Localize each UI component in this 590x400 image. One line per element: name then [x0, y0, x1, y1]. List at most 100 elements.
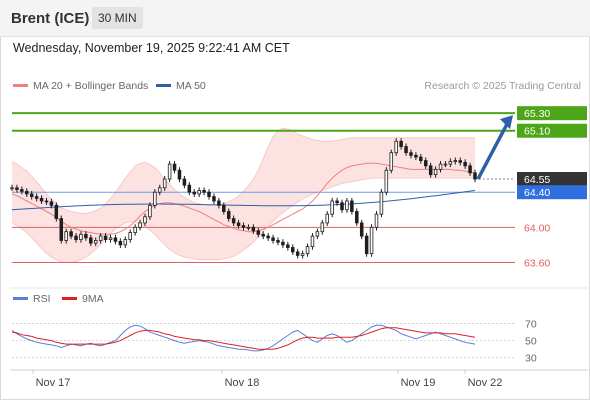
legend-9ma-swatch — [62, 296, 77, 300]
candle-body — [162, 178, 167, 189]
level-label-box — [517, 172, 587, 187]
legend-rsi-swatch — [13, 296, 28, 300]
legend-rsi-label: RSI — [33, 293, 51, 305]
candle-body — [369, 226, 374, 255]
candle-body — [93, 240, 98, 244]
level-label-box — [517, 123, 587, 138]
candle-body — [49, 201, 54, 206]
candle-body — [10, 187, 14, 190]
candle-body — [419, 156, 423, 161]
candle-body — [158, 187, 162, 193]
candle-body — [226, 211, 231, 219]
candle-body — [74, 235, 78, 241]
candle-body — [399, 140, 403, 147]
candle-body — [281, 241, 285, 246]
legend-rsi: RSI — [13, 293, 51, 305]
copyright-text: Research © 2025 Trading Central — [424, 80, 581, 92]
rsi-tick-label: 70 — [525, 319, 537, 331]
candle-body — [128, 232, 132, 241]
candle-body — [123, 239, 128, 246]
candle-body — [84, 233, 88, 239]
candle-body — [438, 163, 443, 170]
candle-body — [148, 204, 152, 218]
candle-body — [15, 187, 19, 190]
candle-body — [69, 231, 73, 237]
forecast-arrow-shaft — [476, 121, 510, 180]
candle-body — [310, 235, 315, 248]
rsi-tick-label: 30 — [525, 353, 537, 365]
candle-body — [423, 160, 428, 167]
candle-body — [364, 235, 369, 255]
x-tick-label: Nov 19 — [401, 377, 436, 389]
candle-body — [187, 184, 192, 193]
candle-body — [212, 196, 216, 202]
candle-body — [118, 240, 123, 246]
legend-9ma: 9MA — [62, 293, 104, 305]
forecast-arrow-head — [500, 115, 513, 130]
level-label: 65.10 — [524, 126, 550, 138]
candle-body — [108, 237, 113, 241]
rsi-ma-line — [11, 327, 476, 350]
timestamp: Wednesday, November 19, 2025 9:22:41 AM … — [13, 41, 290, 55]
candle-body — [315, 231, 320, 237]
level-label-box — [517, 106, 587, 121]
candle-body — [384, 169, 389, 193]
candle-body — [325, 213, 329, 224]
candle-body — [113, 237, 118, 242]
level-label-box — [517, 185, 587, 200]
candle-body — [236, 222, 241, 226]
candle-body — [394, 140, 398, 154]
candle-body — [374, 213, 379, 228]
header-bar: Brent (ICE) 30 MIN — [0, 0, 590, 37]
candle-body — [276, 240, 280, 243]
candle-body — [192, 191, 196, 195]
candle-body — [379, 191, 384, 215]
candle-body — [217, 200, 221, 206]
candle-body — [300, 253, 305, 256]
candle-body — [29, 193, 34, 197]
legend-ma20: MA 20 + Bollinger Bands — [13, 80, 148, 92]
candle-body — [409, 152, 413, 156]
candle-body — [251, 226, 256, 232]
candle-body — [458, 160, 462, 163]
rsi-tick-label: 50 — [525, 336, 537, 348]
candle-body — [330, 200, 334, 215]
candle-body — [468, 165, 472, 174]
candle-body — [182, 178, 187, 186]
candle-body — [241, 225, 246, 228]
candle-body — [350, 200, 354, 212]
candle-body — [177, 169, 182, 180]
candle-body — [143, 216, 147, 224]
candle-body — [266, 235, 270, 239]
candle-body — [246, 226, 251, 229]
candle-body — [433, 168, 438, 176]
candle-body — [103, 235, 108, 241]
candle-body — [286, 244, 290, 248]
candle-body — [197, 190, 201, 195]
legend-ma50-swatch — [156, 83, 171, 87]
candle-body — [64, 231, 68, 241]
candle-body — [89, 237, 93, 244]
level-label: 65.30 — [524, 108, 550, 120]
candle-body — [443, 163, 448, 166]
candle-body — [340, 202, 344, 211]
candle-body — [404, 146, 408, 154]
timeframe-badge[interactable]: 30 MIN — [92, 7, 143, 29]
candle-body — [295, 251, 300, 256]
candle-body — [305, 246, 310, 255]
candle-body — [207, 191, 211, 197]
legend-ma50: MA 50 — [156, 80, 206, 92]
candle-body — [20, 189, 24, 192]
level-label: 64.40 — [524, 187, 550, 199]
candle-body — [138, 222, 142, 228]
bollinger-band-area — [12, 128, 475, 263]
candle-body — [428, 165, 433, 176]
candle-body — [133, 226, 137, 233]
candle-body — [463, 161, 467, 167]
candle-body — [202, 190, 206, 193]
candle-body — [335, 200, 339, 204]
level-label: 63.60 — [524, 257, 550, 269]
candle-body — [414, 154, 418, 158]
candle-body — [231, 218, 236, 224]
rsi-line — [11, 324, 476, 352]
